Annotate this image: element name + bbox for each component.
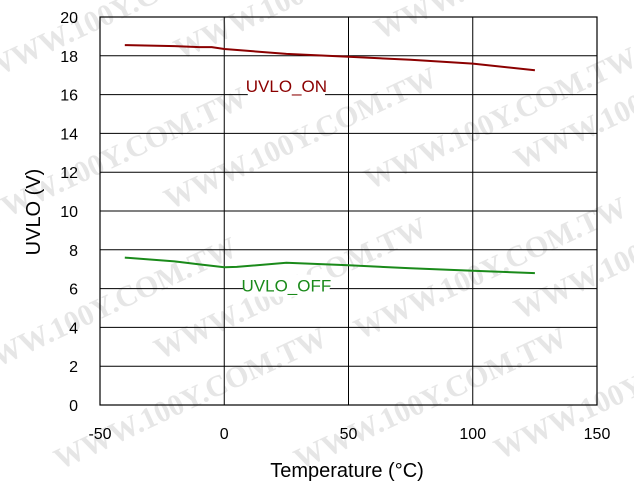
series-labels: UVLO_ON UVLO_OFF [242,74,332,297]
y-tick-label: 0 [69,398,78,415]
x-tick-label: 50 [340,426,358,443]
y-tick-label: 6 [69,282,78,299]
y-tick-labels: 0 2 4 6 8 10 12 14 16 18 20 [60,10,78,415]
series-label-bg [247,74,325,97]
series-line-uvlo-off [124,256,535,275]
y-tick-label: 8 [69,243,78,260]
series-line-uvlo-on [124,44,536,72]
x-tick-label: 100 [459,426,486,443]
x-tick-label: 0 [220,426,229,443]
series-lines [124,44,536,275]
series-label-bg [242,274,330,297]
x-tick-label: -50 [88,426,111,443]
y-tick-label: 16 [60,88,78,105]
watermark-text: WWW.100Y.COM.TW [369,0,634,46]
y-tick-label: 20 [60,10,78,27]
x-axis-title: Temperature (°C) [270,460,424,482]
x-tick-label: 150 [584,426,611,443]
y-tick-label: 18 [60,49,78,66]
y-tick-label: 2 [69,359,78,376]
y-axis-title: UVLO (V) [23,169,45,256]
y-tick-label: 4 [69,320,78,337]
x-tick-labels: -50 0 50 100 150 [88,426,610,443]
y-tick-label: 12 [60,165,78,182]
plot-frame [99,16,598,406]
series-label-uvlo-on: UVLO_ON [246,77,327,96]
y-tick-label: 14 [60,126,78,143]
series-label-uvlo-off: UVLO_OFF [242,277,332,296]
y-tick-label: 10 [60,204,78,221]
